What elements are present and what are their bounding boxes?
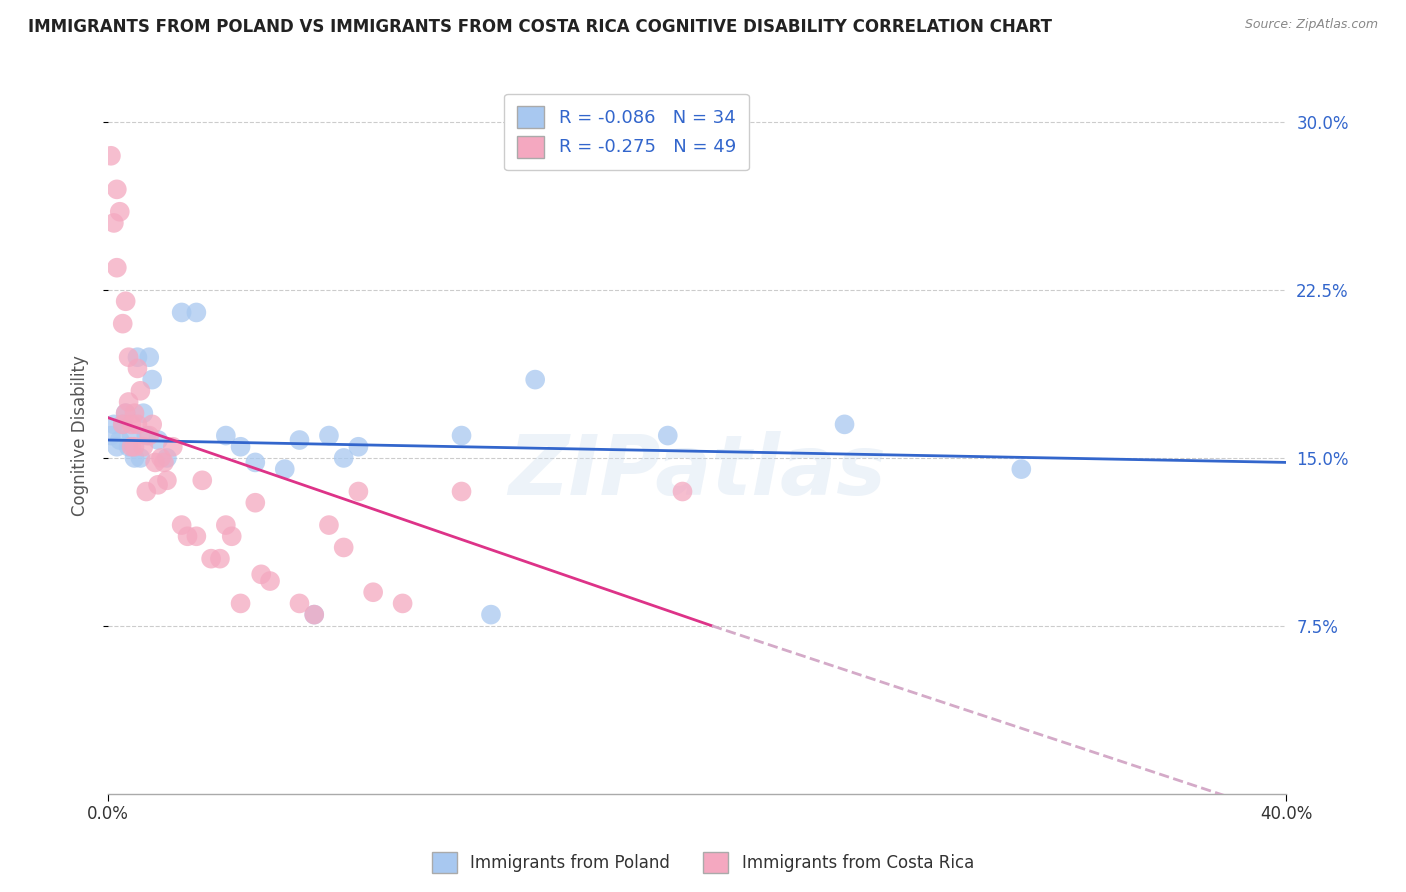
Point <box>114 406 136 420</box>
Point <box>129 450 152 465</box>
Point <box>450 484 472 499</box>
Point <box>156 473 179 487</box>
Point <box>450 428 472 442</box>
Point <box>186 305 208 319</box>
Point <box>111 417 134 432</box>
Point <box>129 384 152 398</box>
Point <box>111 317 134 331</box>
Point <box>124 406 146 420</box>
Legend: R = -0.086   N = 34, R = -0.275   N = 49: R = -0.086 N = 34, R = -0.275 N = 49 <box>505 94 748 170</box>
Point <box>274 462 297 476</box>
Point <box>135 428 157 442</box>
Point <box>114 406 136 420</box>
Point <box>146 477 169 491</box>
Point <box>114 294 136 309</box>
Point <box>124 440 146 454</box>
Point <box>117 395 139 409</box>
Point <box>170 305 193 319</box>
Point <box>318 518 340 533</box>
Point <box>143 455 166 469</box>
Point <box>103 417 125 432</box>
Point <box>347 440 370 454</box>
Point <box>671 484 693 499</box>
Legend: Immigrants from Poland, Immigrants from Costa Rica: Immigrants from Poland, Immigrants from … <box>425 846 981 880</box>
Point <box>100 149 122 163</box>
Point <box>141 373 163 387</box>
Point <box>229 440 252 454</box>
Point <box>105 182 128 196</box>
Point <box>117 350 139 364</box>
Point <box>121 417 143 432</box>
Point <box>117 440 139 454</box>
Y-axis label: Cognitive Disability: Cognitive Disability <box>72 355 89 516</box>
Point <box>288 433 311 447</box>
Point <box>132 406 155 420</box>
Point <box>259 574 281 588</box>
Point <box>834 417 856 432</box>
Point <box>176 529 198 543</box>
Point <box>361 585 384 599</box>
Point <box>229 596 252 610</box>
Point <box>250 567 273 582</box>
Point <box>127 361 149 376</box>
Point <box>127 417 149 432</box>
Point <box>100 428 122 442</box>
Text: IMMIGRANTS FROM POLAND VS IMMIGRANTS FROM COSTA RICA COGNITIVE DISABILITY CORREL: IMMIGRANTS FROM POLAND VS IMMIGRANTS FRO… <box>28 18 1052 36</box>
Text: ZIPatlas: ZIPatlas <box>509 431 886 512</box>
Point <box>111 417 134 432</box>
Point <box>146 433 169 447</box>
Point <box>141 417 163 432</box>
Point <box>302 607 325 622</box>
Point <box>479 607 502 622</box>
Point <box>200 551 222 566</box>
Point <box>108 204 131 219</box>
Point <box>162 440 184 454</box>
Point <box>135 484 157 499</box>
Point <box>138 428 160 442</box>
Point <box>105 440 128 454</box>
Point <box>170 518 193 533</box>
Point <box>332 541 354 555</box>
Point <box>215 518 238 533</box>
Point <box>318 428 340 442</box>
Point <box>138 350 160 364</box>
Point <box>347 484 370 499</box>
Point <box>245 496 267 510</box>
Point <box>127 350 149 364</box>
Point <box>153 455 176 469</box>
Point <box>657 428 679 442</box>
Point <box>221 529 243 543</box>
Point <box>524 373 547 387</box>
Text: Source: ZipAtlas.com: Source: ZipAtlas.com <box>1244 18 1378 31</box>
Point <box>103 216 125 230</box>
Point <box>208 551 231 566</box>
Point <box>391 596 413 610</box>
Point <box>132 440 155 454</box>
Point <box>121 440 143 454</box>
Point <box>215 428 238 442</box>
Point <box>105 260 128 275</box>
Point <box>332 450 354 465</box>
Point <box>124 450 146 465</box>
Point <box>191 473 214 487</box>
Point <box>302 607 325 622</box>
Point <box>108 433 131 447</box>
Point <box>288 596 311 610</box>
Point <box>156 450 179 465</box>
Point <box>1010 462 1032 476</box>
Point <box>121 428 143 442</box>
Point <box>245 455 267 469</box>
Point <box>150 450 173 465</box>
Point <box>186 529 208 543</box>
